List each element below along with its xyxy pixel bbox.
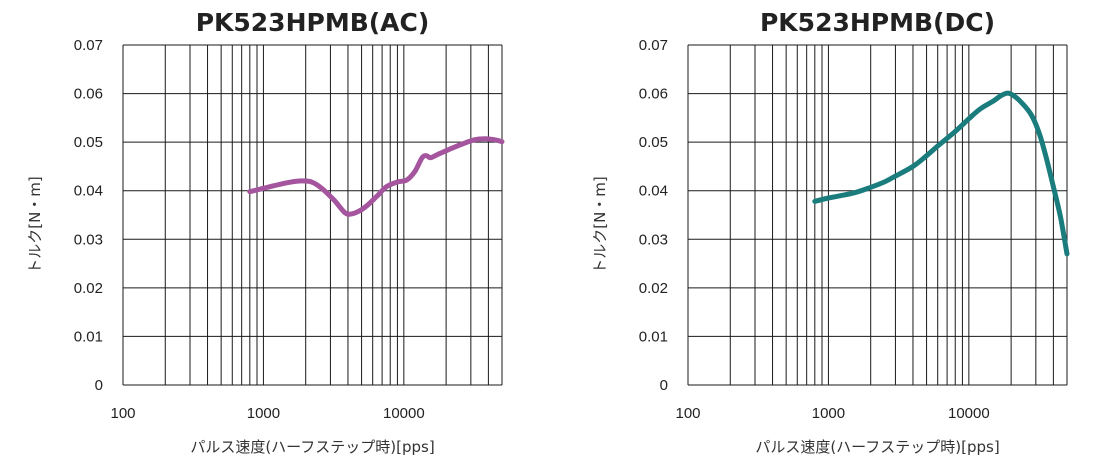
y-tick-labels: 0 0.01 0.02 0.03 0.04 0.05 0.06 0.07 [639,37,668,394]
x-tick-label: 100 [675,405,700,422]
x-gridlines [687,45,1068,385]
x-gridlines [122,45,503,385]
chart-title: PK523HPMB(AC) [196,8,430,37]
x-tick-label: 100 [110,405,135,422]
y-tick-label: 0.02 [639,280,668,297]
series-line-0 [247,136,505,217]
x-tick-label: 1000 [247,405,280,422]
chart-ac-svg: PK523HPMB(AC) 0 0.01 0.02 0.03 0.04 0.05 0.06 0.… [26,8,505,456]
chart-ac: PK523HPMB(AC) 0 0.01 0.02 0.03 0.04 0.05 0.06 0.… [26,8,505,456]
y-tick-label: 0.04 [639,183,668,200]
y-tick-label: 0.01 [639,328,668,345]
y-tick-label: 0.03 [74,231,103,248]
y-tick-label: 0.04 [74,183,103,200]
chart-dc-svg: PK523HPMB(DC) 0 0.01 0.02 0.03 0.04 0.05 0.06 0.… [591,8,1070,456]
x-tick-label: 10000 [383,405,425,422]
y-gridlines [688,44,1067,386]
chart-dc: PK523HPMB(DC) 0 0.01 0.02 0.03 0.04 0.05 0.06 0.… [565,0,1100,460]
y-tick-label: 0.05 [74,134,103,151]
x-tick-labels: 100 1000 10000 [110,405,424,422]
y-tick-label: 0 [660,377,668,394]
x-axis-label: パルス速度(ハーフステップ時)[pps] [755,438,999,456]
x-tick-labels: 100 1000 10000 [675,405,989,422]
y-tick-label: 0.07 [639,37,668,54]
x-axis-label: パルス速度(ハーフステップ時)[pps] [190,438,434,456]
y-tick-label: 0.05 [639,134,668,151]
y-axis-label: トルク[N・m] [591,176,609,274]
y-tick-label: 0.02 [74,280,103,297]
y-axis-label: トルク[N・m] [26,176,44,274]
y-tick-label: 0.06 [74,86,103,103]
y-tick-label: 0 [95,377,103,394]
y-tick-labels: 0 0.01 0.02 0.03 0.04 0.05 0.06 0.07 [74,37,103,394]
x-tick-label: 10000 [948,405,990,422]
y-tick-label: 0.06 [639,86,668,103]
y-tick-label: 0.03 [639,231,668,248]
y-tick-label: 0.01 [74,328,103,345]
y-gridlines [123,44,502,386]
chart-title: PK523HPMB(DC) [760,8,995,37]
series-line-0 [812,90,1070,257]
x-tick-label: 1000 [812,405,845,422]
y-tick-label: 0.07 [74,37,103,54]
